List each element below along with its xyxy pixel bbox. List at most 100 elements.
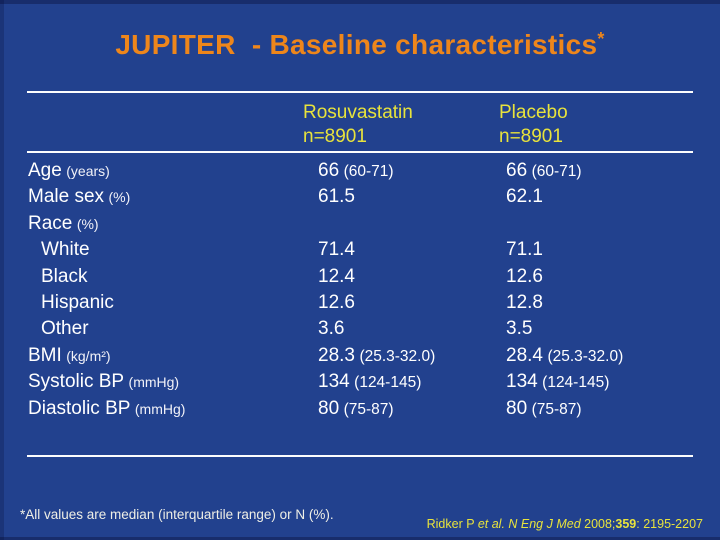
- placebo-value-cell: 134 (124-145): [506, 369, 706, 396]
- row-label-cell: Black: [28, 264, 318, 291]
- divider-header: [27, 151, 693, 153]
- table-row-race-black: Black 12.4 12.6: [28, 264, 706, 290]
- row-label: Male sex: [28, 186, 105, 208]
- value-range: (60-71): [531, 163, 582, 180]
- column-header-n: n=8901: [499, 126, 563, 147]
- rosuvastatin-value-cell: 61.5: [318, 184, 506, 211]
- column-header-n: n=8901: [303, 126, 367, 147]
- table-row-male-sex: Male sex (%) 61.5 62.1: [28, 184, 706, 210]
- value-range: (75-87): [531, 400, 582, 418]
- row-label: Age: [28, 160, 62, 181]
- value: 71.4: [318, 239, 355, 261]
- row-label: Hispanic: [41, 291, 114, 313]
- row-unit: (kg/m²): [66, 347, 111, 364]
- row-label: Diastolic BP: [28, 397, 131, 419]
- value-range: (124-145): [542, 374, 610, 392]
- table-row-race-hispanic: Hispanic 12.6 12.8: [28, 290, 706, 316]
- rosuvastatin-value-cell: 134 (124-145): [318, 369, 506, 396]
- page-title-text: JUPITER - Baseline characteristics: [115, 29, 598, 60]
- value: 3.5: [506, 318, 533, 340]
- rosuvastatin-value-cell: 66 (60-71): [318, 158, 506, 185]
- row-label: BMI: [28, 344, 62, 366]
- value: 134: [318, 371, 350, 393]
- placebo-value-cell: 12.8: [506, 290, 706, 317]
- row-label-cell: Male sex (%): [28, 184, 318, 211]
- value: 12.6: [506, 265, 543, 287]
- rosuvastatin-value-cell: 12.6: [318, 290, 506, 317]
- row-label: White: [41, 239, 90, 261]
- placebo-value-cell: 3.5: [506, 316, 706, 343]
- value-range: (124-145): [354, 374, 422, 392]
- value: 62.1: [506, 186, 543, 208]
- rosuvastatin-value-cell: [318, 211, 506, 238]
- rosuvastatin-value-cell: 3.6: [318, 316, 506, 343]
- citation-volume: 359: [615, 517, 637, 531]
- table-row-diastolic-bp: Diastolic BP (mmHg) 80 (75-87) 80 (75-87…: [28, 396, 706, 422]
- rosuvastatin-value-cell: 80 (75-87): [318, 396, 506, 423]
- table-row-systolic-bp: Systolic BP (mmHg) 134 (124-145) 134 (12…: [28, 369, 706, 395]
- row-unit: (%): [108, 189, 131, 206]
- placebo-value-cell: 80 (75-87): [506, 396, 706, 423]
- placebo-value-cell: 28.4 (25.3-32.0): [506, 343, 706, 370]
- row-label: Black: [41, 265, 88, 287]
- row-unit: (years): [66, 163, 110, 179]
- value-range: (60-71): [343, 163, 394, 180]
- row-label: Race: [28, 212, 73, 234]
- value: 28.4: [506, 344, 543, 366]
- row-label-cell: Diastolic BP (mmHg): [28, 396, 318, 423]
- row-label-cell: BMI (kg/m²): [28, 343, 318, 370]
- rosuvastatin-value-cell: 12.4: [318, 264, 506, 291]
- table-row-race-other: Other 3.6 3.5: [28, 316, 706, 342]
- table-row-bmi: BMI (kg/m²) 28.3 (25.3-32.0) 28.4 (25.3-…: [28, 343, 706, 369]
- title-asterisk: *: [597, 29, 605, 49]
- table-row-race: Race (%): [28, 211, 706, 237]
- divider-bottom: [27, 455, 693, 457]
- citation-authors: Ridker P: [426, 517, 478, 531]
- row-unit: (mmHg): [134, 400, 186, 417]
- rosuvastatin-value-cell: 28.3 (25.3-32.0): [318, 343, 506, 370]
- citation-journal: N Eng J Med: [508, 517, 585, 531]
- table-row-age: Age (years) 66 (60-71) 66 (60-71): [28, 158, 706, 184]
- value: 80: [506, 397, 528, 419]
- column-header-rosuvastatin: Rosuvastatin n=8901: [303, 101, 413, 149]
- column-header-label: Rosuvastatin: [303, 102, 413, 123]
- placebo-value-cell: 12.6: [506, 264, 706, 291]
- citation-year: 2008;: [584, 517, 616, 531]
- column-header-placebo: Placebo n=8901: [499, 101, 568, 149]
- row-unit: (%): [76, 215, 99, 232]
- row-label-cell: White: [28, 237, 318, 264]
- placebo-value-cell: 62.1: [506, 184, 706, 211]
- placebo-value-cell: [506, 211, 706, 238]
- row-label-cell: Age (years): [28, 158, 318, 185]
- column-header-label: Placebo: [499, 102, 568, 123]
- baseline-characteristics-table: Age (years) 66 (60-71) 66 (60-71) Male s…: [28, 158, 706, 422]
- table-row-race-white: White 71.4 71.1: [28, 237, 706, 263]
- divider-top: [27, 91, 693, 93]
- rosuvastatin-value-cell: 71.4: [318, 237, 506, 264]
- row-unit: (mmHg): [128, 374, 180, 391]
- row-label: Other: [41, 318, 89, 340]
- page-title: JUPITER - Baseline characteristics*: [0, 26, 720, 64]
- citation-pages: : 2195-2207: [636, 517, 703, 531]
- placebo-value-cell: 66 (60-71): [506, 158, 706, 185]
- value: 12.6: [318, 291, 355, 313]
- footnote: *All values are median (interquartile ra…: [20, 507, 334, 522]
- value: 12.4: [318, 265, 355, 287]
- value: 134: [506, 371, 538, 393]
- value-range: (75-87): [343, 400, 394, 418]
- value: 80: [318, 397, 340, 419]
- value: 61.5: [318, 186, 355, 208]
- value: 12.8: [506, 291, 543, 313]
- value: 71.1: [506, 239, 543, 261]
- value: 28.3: [318, 344, 355, 366]
- value: 66: [318, 160, 340, 181]
- row-label-cell: Systolic BP (mmHg): [28, 369, 318, 396]
- row-label-cell: Hispanic: [28, 290, 318, 317]
- citation-etal: et al.: [477, 517, 509, 531]
- row-label-cell: Race (%): [28, 211, 318, 238]
- row-label-cell: Other: [28, 316, 318, 343]
- row-label: Systolic BP: [28, 371, 125, 393]
- value-range: (25.3-32.0): [359, 347, 436, 365]
- value: 3.6: [318, 318, 345, 340]
